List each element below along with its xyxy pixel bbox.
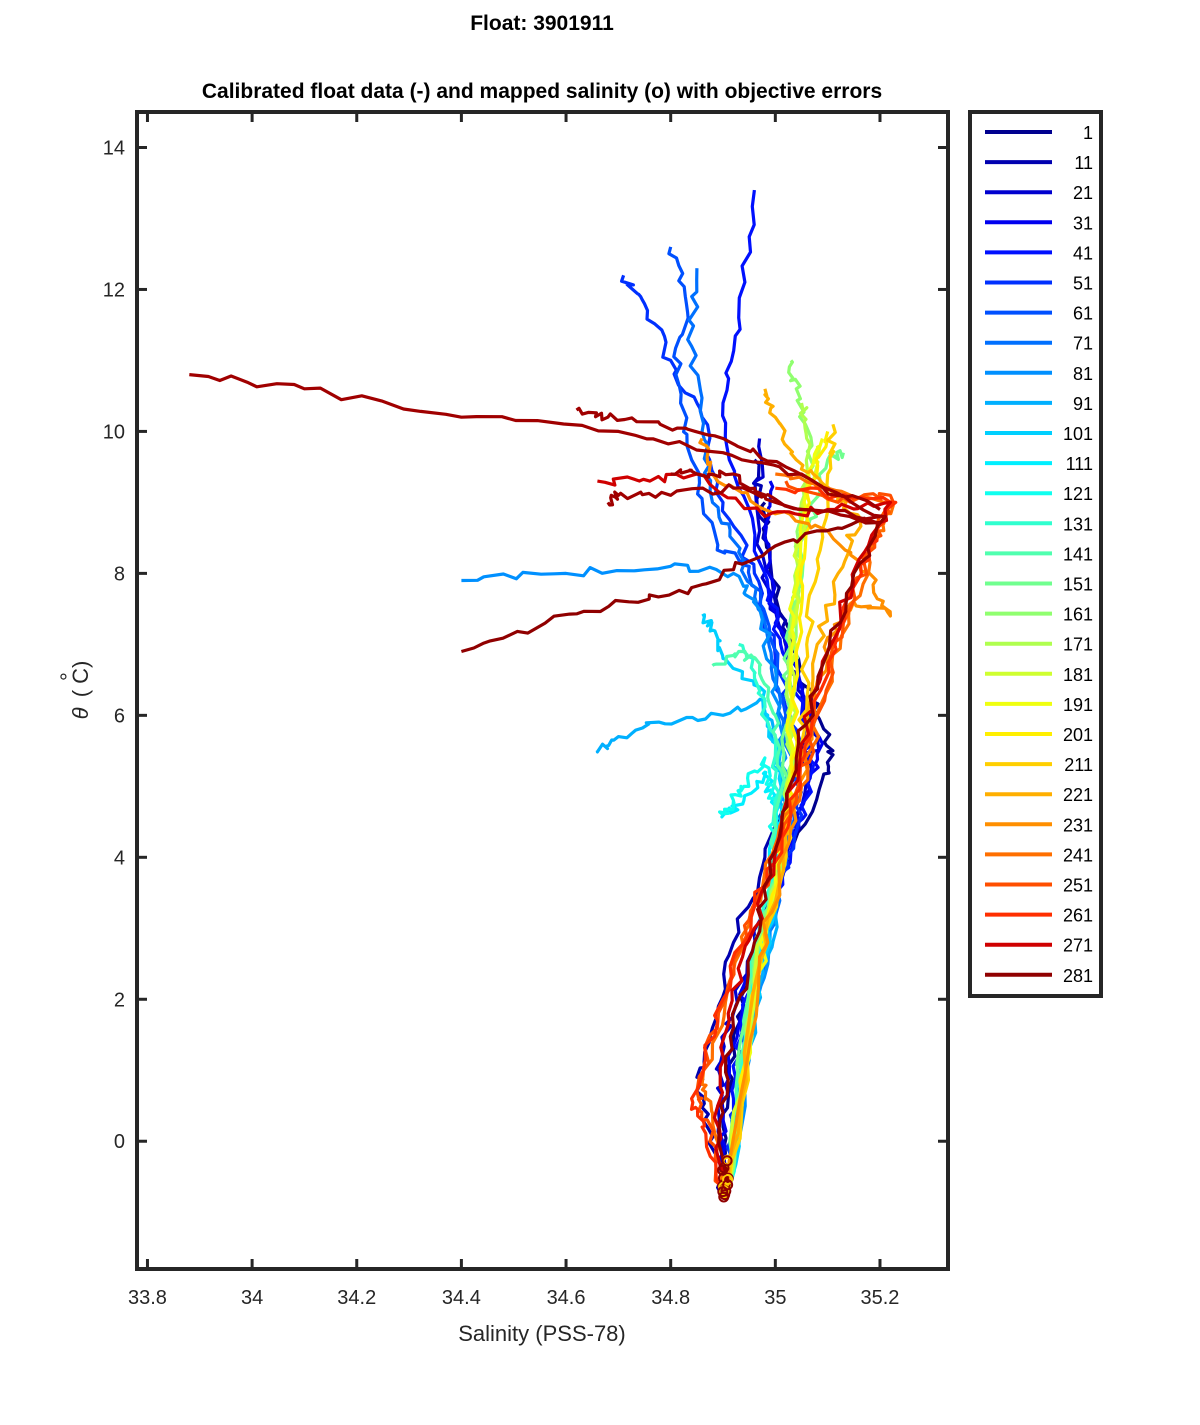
series-line <box>461 562 792 1192</box>
y-axis-label: θ ( C) ° <box>56 661 93 720</box>
y-tick-label: 10 <box>103 421 125 443</box>
series-line <box>460 515 887 1199</box>
y-tick-label: 4 <box>114 847 125 869</box>
data-traces <box>189 189 898 1199</box>
x-tick-label: 34.6 <box>547 1287 586 1309</box>
x-tick-label: 34.2 <box>337 1287 376 1309</box>
series-line <box>698 437 892 1191</box>
legend-label: 201 <box>1063 725 1093 745</box>
x-tick-label: 35.2 <box>861 1287 900 1309</box>
legend-label: 41 <box>1073 243 1093 263</box>
legend-label: 121 <box>1063 484 1093 504</box>
legend-label: 1 <box>1083 123 1093 143</box>
legend-label: 281 <box>1063 966 1093 986</box>
series-line <box>711 649 786 1191</box>
y-axis-label-unit: ( C) <box>68 661 93 698</box>
legend: 1112131415161718191101111121131141151161… <box>985 123 1093 986</box>
chart-title: Calibrated float data (-) and mapped sal… <box>202 80 882 103</box>
x-tick-label: 34.4 <box>442 1287 481 1309</box>
legend-label: 261 <box>1063 906 1093 926</box>
series-line <box>575 406 881 511</box>
mapped-salinity-marker <box>717 1164 729 1176</box>
legend-label: 161 <box>1063 605 1093 625</box>
legend-label: 171 <box>1063 635 1093 655</box>
y-axis-label-degree: ° <box>56 672 81 681</box>
legend-label: 221 <box>1063 785 1093 805</box>
legend-label: 231 <box>1063 815 1093 835</box>
legend-label: 211 <box>1064 755 1093 775</box>
series-line <box>695 480 895 1199</box>
figure-suptitle: Float: 3901911 <box>470 12 614 35</box>
mapped-salinity-marker <box>721 1155 733 1167</box>
legend-label: 111 <box>1066 454 1093 474</box>
y-tick-label: 6 <box>114 705 125 727</box>
series-line <box>597 472 892 1199</box>
y-tick-label: 8 <box>114 563 125 585</box>
mapped-salinity-marker <box>722 1173 734 1185</box>
x-tick-label: 34 <box>241 1287 263 1309</box>
legend-label: 31 <box>1073 213 1093 233</box>
legend-label: 141 <box>1063 544 1093 564</box>
axes-box <box>135 110 950 1271</box>
legend-label: 61 <box>1073 304 1093 324</box>
legend-label: 81 <box>1073 364 1093 384</box>
mapped-salinity-marker <box>722 1179 734 1191</box>
legend-label: 271 <box>1063 936 1093 956</box>
series-line <box>670 468 881 521</box>
x-tick-label: 34.8 <box>651 1287 690 1309</box>
y-tick-label: 2 <box>114 989 125 1011</box>
legend-label: 241 <box>1063 845 1093 865</box>
mapped-salinity-markers <box>717 1154 734 1203</box>
x-axis-label: Salinity (PSS-78) <box>458 1321 626 1346</box>
legend-label: 101 <box>1063 424 1093 444</box>
legend-label: 251 <box>1063 876 1093 896</box>
mapped-salinity-marker <box>718 1191 730 1203</box>
legend-label: 21 <box>1073 183 1093 203</box>
x-tick-label: 35 <box>764 1287 786 1309</box>
series-line <box>717 480 824 1199</box>
legend-label: 181 <box>1063 665 1093 685</box>
series-line <box>700 472 895 1199</box>
x-axis: 33.8 34 34.2 34.4 34.6 34.8 35 35.2 <box>128 112 899 1309</box>
legend-label: 131 <box>1063 514 1093 534</box>
y-tick-label: 12 <box>103 279 125 301</box>
y-tick-label: 0 <box>114 1131 125 1153</box>
legend-label: 91 <box>1073 394 1093 414</box>
legend-label: 51 <box>1073 274 1093 294</box>
legend-label: 11 <box>1074 153 1093 173</box>
y-axis-label-symbol: θ <box>68 707 93 719</box>
legend-label: 151 <box>1063 575 1093 595</box>
x-tick-label: 33.8 <box>128 1287 167 1309</box>
legend-label: 71 <box>1073 334 1093 354</box>
y-tick-label: 14 <box>103 137 125 159</box>
legend-label: 191 <box>1063 695 1093 715</box>
svg-text:θ ( C): θ ( C) <box>68 661 93 720</box>
y-axis: 0 2 4 6 8 10 12 14 <box>103 137 948 1153</box>
